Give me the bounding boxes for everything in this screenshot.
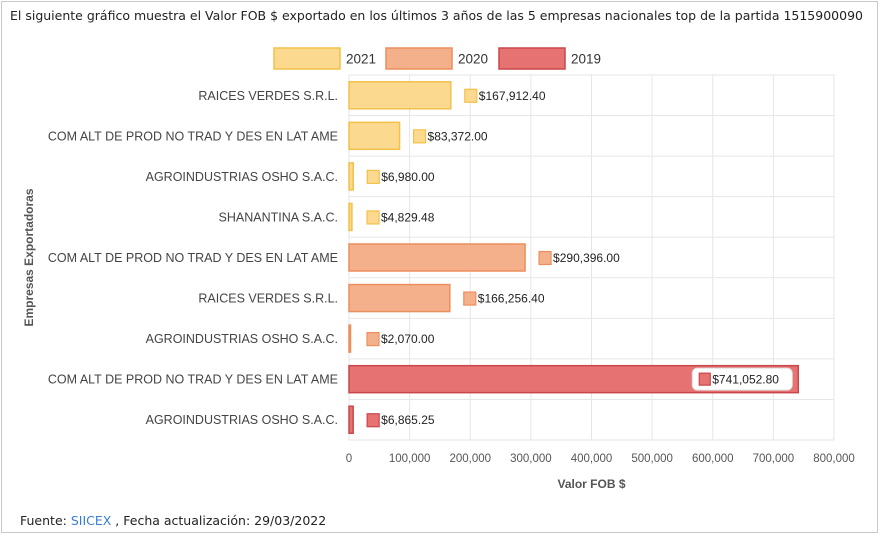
legend-swatch-2020 [385, 47, 453, 70]
category-label: AGROINDUSTRIAS OSHO S.A.C. [146, 170, 338, 184]
category-label: AGROINDUSTRIAS OSHO S.A.C. [146, 332, 338, 346]
category-label: COM ALT DE PROD NO TRAD Y DES EN LAT AME [48, 373, 338, 387]
x-tick-label: 100,000 [389, 453, 431, 465]
data-label-swatch [366, 210, 380, 225]
data-label-swatch [366, 413, 380, 428]
bar [348, 324, 352, 353]
data-label-swatch [463, 291, 477, 306]
data-label: $6,865.25 [381, 413, 435, 427]
data-label: $6,980.00 [381, 170, 435, 184]
data-label: $4,829.48 [381, 210, 435, 224]
legend-swatch-2021 [273, 47, 341, 70]
x-tick-label: 300,000 [510, 453, 552, 465]
x-tick-label: 0 [346, 453, 352, 465]
data-label: $290,396.00 [553, 251, 620, 265]
data-label: $2,070.00 [381, 332, 435, 346]
legend-label-2019: 2019 [571, 52, 601, 67]
data-label-swatch [464, 88, 478, 103]
footer-prefix: Fuente: [20, 513, 71, 528]
data-label-swatch [366, 169, 380, 184]
footer: Fuente: SIICEX , Fecha actualización: 29… [20, 513, 326, 528]
data-label: $83,372.00 [428, 129, 488, 143]
data-label: $166,256.40 [478, 292, 545, 306]
bar [348, 121, 401, 151]
category-label: RAICES VERDES S.R.L. [198, 292, 338, 306]
x-tick-label: 500,000 [631, 453, 673, 465]
data-label-swatch [538, 250, 552, 266]
x-tick-label: 800,000 [813, 453, 855, 465]
legend-label-2020: 2020 [458, 52, 488, 67]
bar [348, 202, 353, 232]
data-label-swatch [412, 129, 427, 144]
data-label: $741,052.80 [712, 373, 779, 387]
category-label: COM ALT DE PROD NO TRAD Y DES EN LAT AME [48, 129, 338, 143]
data-label-swatch [366, 332, 380, 347]
siicex-link[interactable]: SIICEX [70, 513, 112, 528]
category-label: AGROINDUSTRIAS OSHO S.A.C. [146, 413, 338, 427]
data-label-box [691, 367, 793, 391]
category-label: COM ALT DE PROD NO TRAD Y DES EN LAT AME [48, 251, 338, 265]
bar [348, 283, 451, 313]
bar [348, 162, 354, 191]
bar [348, 81, 452, 110]
legend-swatch-2019 [498, 47, 566, 70]
chart-caption: El siguiente gráfico muestra el Valor FO… [10, 8, 863, 23]
category-label: RAICES VERDES S.R.L. [198, 89, 338, 103]
y-axis-title: Empresas Exportadoras [22, 188, 36, 326]
bar [348, 243, 526, 272]
category-label: SHANANTINA S.A.C. [219, 210, 338, 224]
x-tick-label: 200,000 [449, 453, 491, 465]
data-label: $167,912.40 [479, 89, 546, 103]
x-tick-label: 600,000 [692, 453, 734, 465]
x-tick-label: 700,000 [753, 453, 795, 465]
bar [348, 405, 354, 434]
footer-suffix: , Fecha actualización: 29/03/2022 [111, 513, 327, 528]
x-tick-label: 400,000 [571, 453, 613, 465]
x-axis-title: Valor FOB $ [557, 477, 625, 491]
data-label-swatch [698, 372, 711, 386]
legend-label-2021: 2021 [346, 52, 376, 67]
